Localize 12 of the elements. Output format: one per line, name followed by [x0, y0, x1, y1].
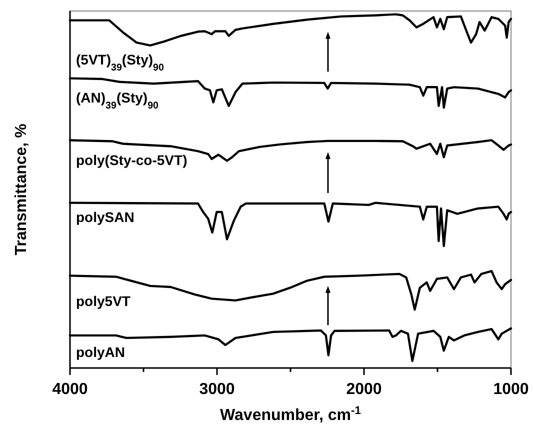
series-label: poly(Sty-co-5VT)	[76, 152, 188, 168]
x-tick-label: 1000	[493, 381, 529, 398]
series-label: poly5VT	[76, 293, 131, 310]
y-axis-title: Transmittance, %	[13, 124, 30, 256]
series-label: (AN)$_{39}$(Sty)$_{90}$	[76, 90, 160, 112]
x-axis-title: Wavenumber, cm$^{-1}$	[220, 405, 361, 424]
series-label: polySAN	[76, 208, 134, 225]
x-tick-label: 2000	[346, 381, 382, 398]
series-label: (5VT)$_{39}$(Sty)$_{90}$	[76, 51, 164, 73]
x-tick-label: 4000	[52, 381, 88, 398]
series-label: polyAN	[76, 344, 125, 360]
x-tick-label: 3000	[199, 381, 235, 398]
